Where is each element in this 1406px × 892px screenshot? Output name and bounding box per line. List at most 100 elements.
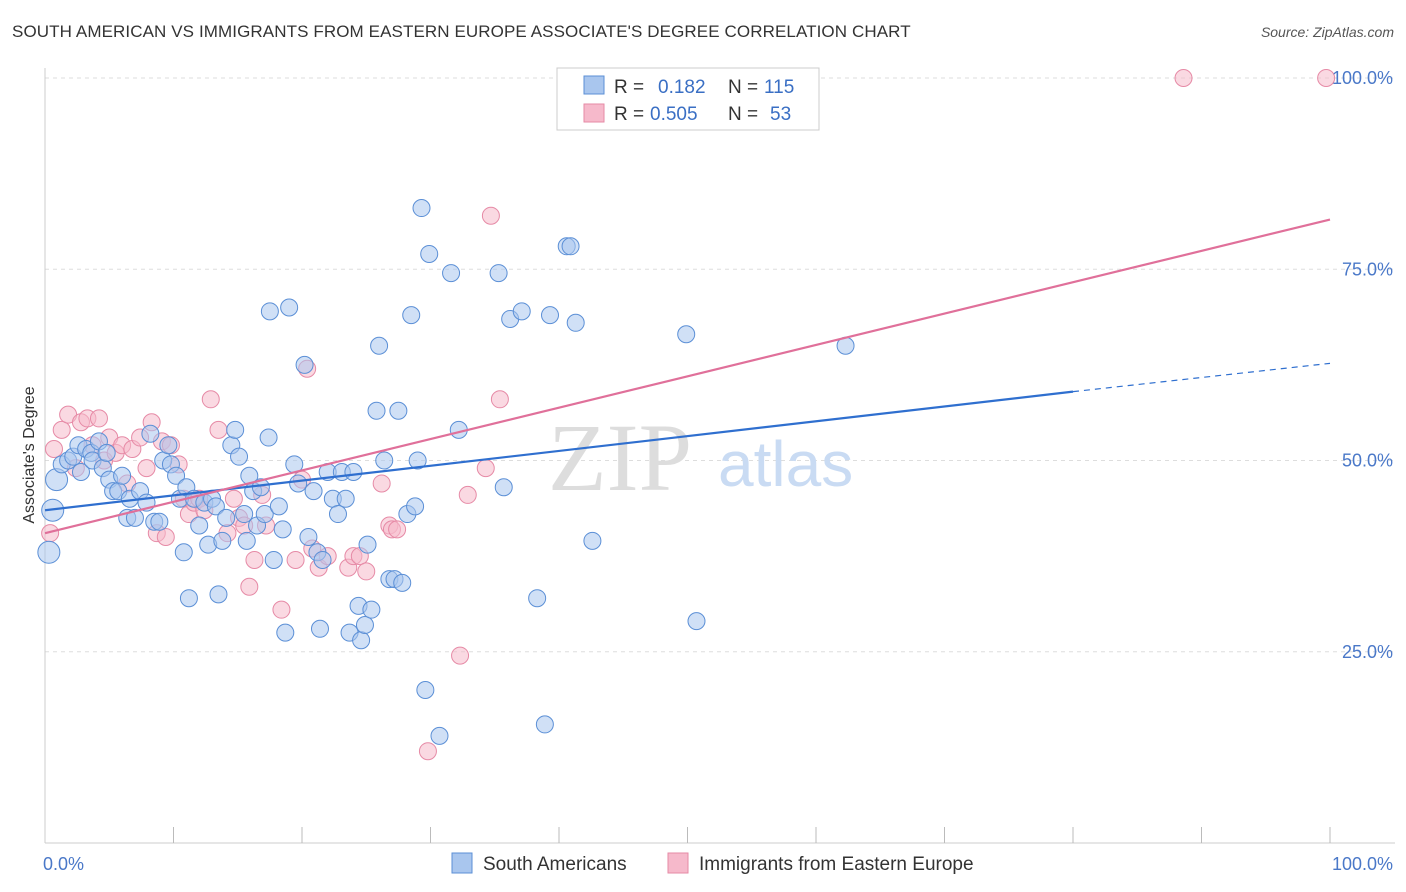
data-point-eastern-europe [1174, 69, 1193, 87]
legend-n-label: N = [728, 77, 758, 98]
chart-source: Source: ZipAtlas.com [1260, 24, 1394, 40]
data-point-south-americans [179, 589, 198, 608]
data-point-south-americans [310, 619, 329, 638]
data-point-eastern-europe [137, 459, 156, 478]
data-point-eastern-europe [245, 550, 264, 569]
y-tick-label: 75.0% [1342, 259, 1393, 279]
data-point-south-americans [393, 573, 412, 592]
data-point-south-americans [535, 715, 554, 734]
data-point-south-americans [344, 462, 363, 481]
y-tick-label: 25.0% [1342, 642, 1393, 662]
data-point-south-americans [113, 466, 132, 485]
data-point-south-americans [583, 531, 602, 550]
data-point-south-americans [358, 535, 377, 554]
data-point-south-americans [237, 531, 256, 550]
data-point-south-americans [190, 516, 209, 535]
data-point-south-americans [677, 325, 696, 344]
legend-r-value: 0.182 [658, 77, 706, 98]
data-point-south-americans [367, 401, 386, 420]
data-point-south-americans [566, 313, 585, 332]
data-point-south-americans [264, 550, 283, 569]
legend-label-south-americans: South Americans [483, 854, 627, 875]
data-point-south-americans [352, 631, 371, 650]
data-point-south-americans [141, 424, 160, 443]
watermark: ZIP atlas [548, 404, 853, 511]
data-point-south-americans [159, 436, 178, 455]
data-point-south-americans [494, 478, 513, 497]
data-point-south-americans [37, 540, 61, 564]
data-point-south-americans [304, 482, 323, 501]
x-tick-label: 0.0% [43, 854, 84, 874]
data-point-south-americans [206, 497, 225, 516]
legend-swatch-south-americans [451, 852, 473, 874]
data-point-south-americans [528, 589, 547, 608]
legend-r-value: 0.505 [650, 104, 698, 125]
data-point-south-americans [328, 505, 347, 524]
data-point-south-americans [174, 543, 193, 562]
data-point-eastern-europe [372, 474, 391, 493]
x-tick-label: 100.0% [1332, 854, 1393, 874]
data-point-south-americans [362, 600, 381, 619]
tick-labels: 25.0% 50.0% 75.0% 100.0% 0.0% 100.0% [43, 68, 1393, 874]
trend-lines [44, 218, 1331, 535]
legend-r-label: R = [614, 104, 644, 125]
data-point-eastern-europe [490, 390, 509, 409]
data-point-south-americans [313, 550, 332, 569]
data-point-eastern-europe [89, 409, 108, 428]
data-point-south-americans [489, 264, 508, 283]
data-point-eastern-europe [286, 550, 305, 569]
data-point-south-americans [412, 199, 431, 218]
data-point-south-americans [260, 302, 279, 321]
data-point-eastern-europe [451, 646, 470, 665]
legend-swatch-blue [583, 75, 605, 95]
data-point-south-americans [280, 298, 299, 317]
data-point-south-americans [355, 615, 374, 634]
data-point-south-americans [259, 428, 278, 447]
data-point-south-americans [420, 244, 439, 263]
data-point-eastern-europe [44, 440, 63, 459]
y-tick-label: 100.0% [1332, 68, 1393, 88]
data-point-south-americans [408, 451, 427, 470]
data-point-south-americans [375, 451, 394, 470]
data-point-eastern-europe [52, 420, 71, 439]
legend-label-eastern-europe: Immigrants from Eastern Europe [699, 854, 974, 875]
data-point-south-americans [71, 462, 90, 481]
data-point-south-americans [442, 264, 461, 283]
data-point-south-americans [406, 497, 425, 516]
legend-n-label: N = [728, 104, 758, 125]
series-legend: South Americans Immigrants from Eastern … [451, 852, 974, 875]
data-point-south-americans [150, 512, 169, 531]
axes [44, 68, 1395, 844]
data-point-eastern-europe [272, 600, 291, 619]
points-south-americans [37, 199, 855, 745]
chart-title: SOUTH AMERICAN VS IMMIGRANTS FROM EASTER… [12, 22, 911, 41]
legend-n-value: 115 [764, 77, 794, 98]
data-point-south-americans [541, 306, 560, 325]
data-point-eastern-europe [418, 742, 437, 761]
data-point-south-americans [687, 612, 706, 631]
y-axis-title: Associate's Degree [21, 386, 38, 523]
watermark-zip-text: ZIP [548, 404, 692, 511]
stats-legend: R = 0.182 N = 115 R = 0.505 N = 53 [556, 67, 820, 131]
legend-swatch-pink [583, 103, 605, 123]
grid-lines [45, 77, 1395, 653]
data-point-south-americans [97, 443, 116, 462]
data-point-south-americans [370, 336, 389, 355]
data-point-south-americans [389, 401, 408, 420]
data-point-south-americans [213, 531, 232, 550]
data-point-south-americans [512, 302, 531, 321]
data-point-south-americans [336, 489, 355, 508]
data-point-eastern-europe [357, 562, 376, 581]
data-point-south-americans [255, 505, 274, 524]
data-point-south-americans [125, 508, 144, 527]
data-point-eastern-europe [1317, 69, 1336, 87]
legend-n-value: 53 [770, 104, 791, 125]
data-point-south-americans [295, 355, 314, 374]
data-point-south-americans [561, 237, 580, 256]
data-point-south-americans [230, 447, 249, 466]
data-point-eastern-europe [156, 528, 175, 546]
data-point-eastern-europe [481, 206, 500, 225]
watermark-atlas-text: atlas [718, 428, 853, 500]
data-point-eastern-europe [224, 489, 243, 508]
